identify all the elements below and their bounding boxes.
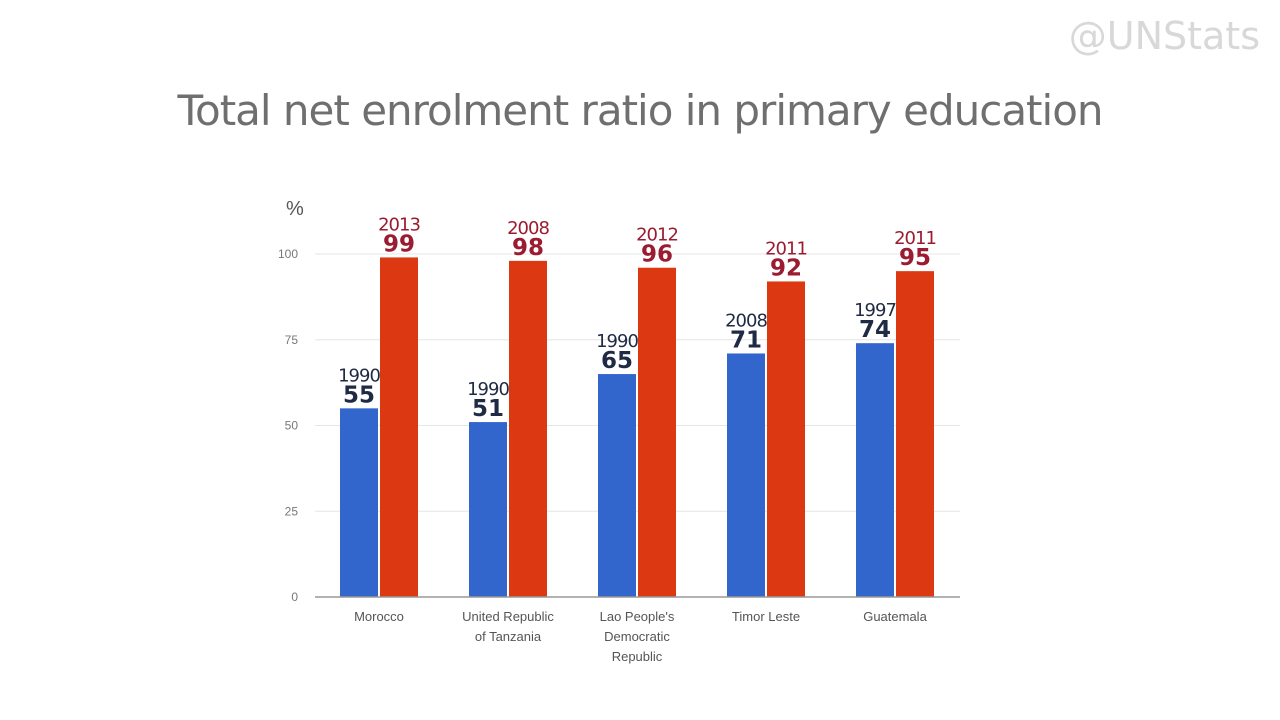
bar-earlier (469, 422, 507, 597)
category-label: United Republic (462, 609, 554, 624)
y-tick-label: 25 (285, 504, 299, 518)
value-label: 55 (343, 382, 375, 408)
y-tick-label: 0 (291, 590, 298, 604)
year-label: 2011 (765, 238, 807, 259)
year-label: 1990 (596, 331, 638, 352)
y-tick-label: 50 (285, 419, 299, 433)
category-label: Morocco (354, 609, 404, 624)
bar-earlier (727, 353, 765, 597)
year-label: 2013 (378, 214, 420, 235)
value-label: 98 (512, 235, 544, 261)
watermark: @UNStats (1068, 14, 1260, 58)
year-label: 1990 (467, 379, 509, 400)
category-label: Guatemala (863, 609, 927, 624)
category-label: Republic (612, 649, 663, 664)
value-label: 96 (641, 242, 673, 268)
value-label: 99 (383, 231, 415, 257)
category-label: Timor Leste (732, 609, 800, 624)
value-label: 95 (899, 245, 931, 271)
year-label: 1997 (854, 300, 896, 321)
value-label: 71 (730, 327, 762, 353)
bar-latest (380, 257, 418, 597)
value-label: 51 (472, 396, 504, 422)
value-label: 65 (601, 348, 633, 374)
category-label: of Tanzania (475, 629, 542, 644)
bar-earlier (598, 374, 636, 597)
year-label: 2008 (725, 310, 767, 331)
year-label: 2008 (507, 218, 549, 239)
bar-earlier (340, 408, 378, 597)
value-label: 92 (770, 255, 802, 281)
value-label: 74 (859, 317, 891, 343)
bar-earlier (856, 343, 894, 597)
y-tick-label: 75 (285, 333, 299, 347)
year-label: 1990 (338, 365, 380, 386)
bar-latest (638, 267, 676, 597)
bar-latest (509, 260, 547, 597)
bar-latest (767, 281, 805, 597)
year-label: 2012 (636, 225, 678, 246)
y-tick-label: 100 (278, 247, 298, 261)
y-axis-label: % (286, 198, 304, 220)
bar-latest (896, 271, 934, 597)
category-label: Lao People's (600, 609, 675, 624)
category-label: Democratic (604, 629, 670, 644)
year-label: 2011 (894, 228, 936, 249)
chart-title: Total net enrolment ratio in primary edu… (177, 86, 1103, 135)
